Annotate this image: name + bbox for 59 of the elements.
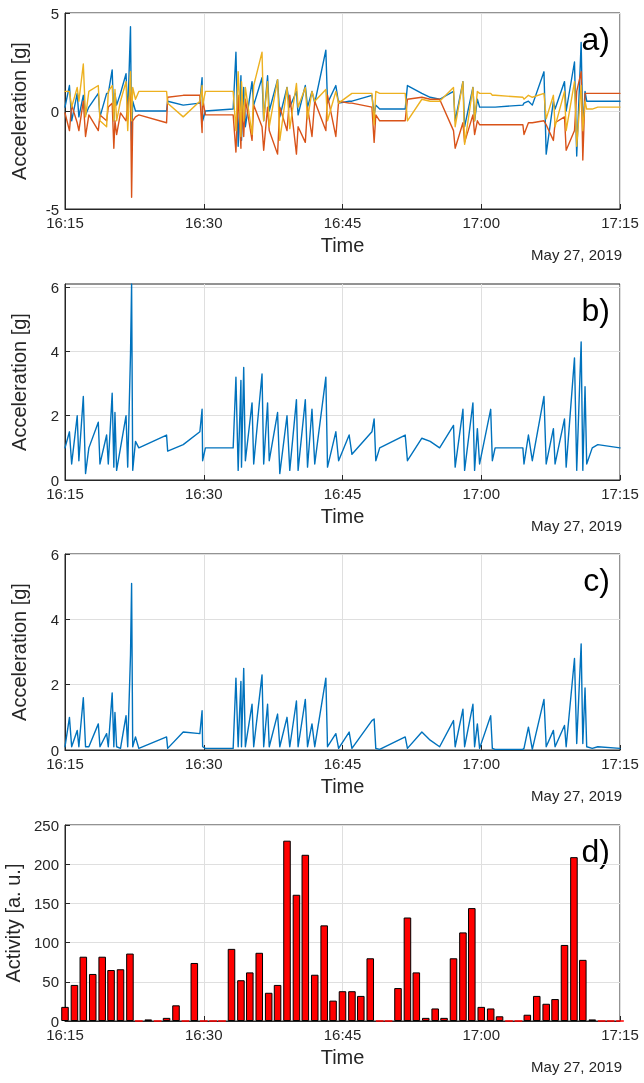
y-tick-label: 250 [33,816,59,833]
text: May 27, 2019 [531,516,623,534]
text: May 27, 2019 [531,787,623,804]
bar [449,957,458,1021]
bar [283,840,291,1021]
x-tick-label: 17:00 [462,484,501,502]
x-axis-title: Time [320,233,365,256]
y-tick-label: 6 [50,545,59,563]
y-tick-label: 4 [50,342,59,360]
y-tick-label: 0 [50,102,59,120]
x-tick-label: 16:30 [184,755,223,772]
bar [116,968,125,1021]
y-axis-title: Acceleration [g] [8,583,30,721]
x-axis-title: Time [320,774,365,797]
bar [338,990,347,1021]
y-tick-label: 5 [50,4,59,22]
y-tick-label: 0 [50,1012,59,1029]
x-tick-label: 17:15 [601,484,639,502]
bar [227,948,236,1021]
x-tick-label: 16:45 [323,484,362,502]
y-tick-label: 4 [50,610,59,628]
x-axis-title: Time [320,504,365,527]
x-tick-label: 16:45 [323,755,362,772]
x-tick-label: 16:45 [323,214,362,231]
line-series [64,282,621,474]
x-tick-label: 16:30 [184,484,223,502]
x-tick-label: 17:00 [462,755,501,772]
y-tick-label: 150 [33,894,59,912]
annotation: b) [581,291,610,328]
bar [162,1017,171,1021]
x-tick-label: 16:45 [323,1025,362,1043]
bar [172,1004,180,1021]
x-tick-label: 17:00 [462,1025,501,1043]
y-tick-label: 0 [50,471,59,488]
x-tick-label: 17:15 [601,214,639,231]
annotation: c) [583,562,610,598]
annotation: a) [581,21,610,57]
y-tick-label: 200 [33,855,59,873]
bar [560,944,569,1021]
annotation: d) [581,832,610,869]
x-tick-label: 16:30 [184,214,223,231]
x-tick-label: 17:15 [601,1025,639,1043]
x-tick-label: 17:15 [601,755,639,772]
x-tick-label: 17:00 [462,214,501,231]
line-series [64,71,621,198]
x-axis-title: Time [320,1045,365,1068]
text: May 27, 2019 [531,1057,623,1075]
y-axis-title: Activity [a. u.] [2,863,25,982]
bar [394,987,402,1021]
y-tick-label: 2 [50,676,59,694]
x-tick-label: 16:30 [184,1025,223,1043]
y-tick-label: 6 [50,278,59,296]
y-axis-title: Acceleration [g] [8,312,30,451]
y-tick-label: 2 [50,406,59,424]
y-tick-label: 100 [33,933,59,951]
bar [61,1006,69,1021]
y-tick-label: 50 [42,972,59,990]
y-axis-title: Acceleration [g] [8,42,30,180]
text: May 27, 2019 [531,246,623,263]
